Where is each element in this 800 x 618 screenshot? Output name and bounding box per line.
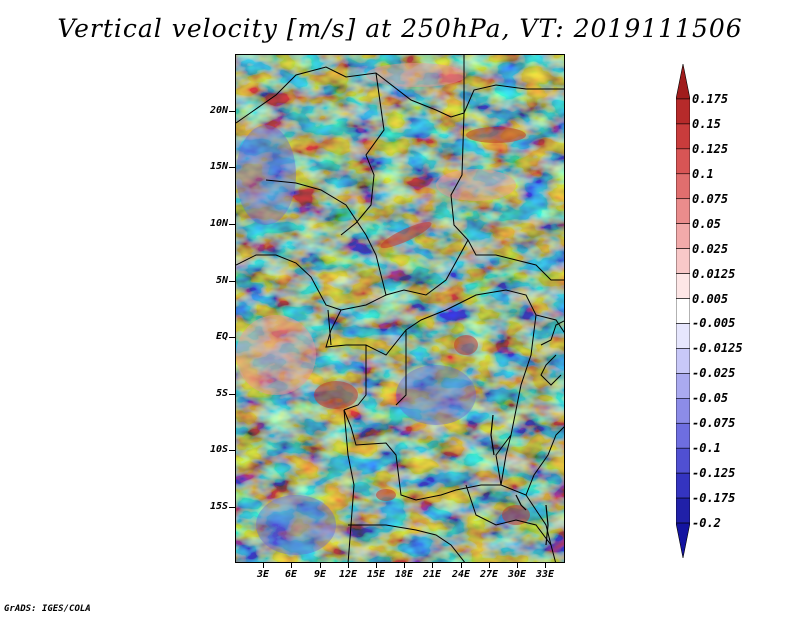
lat-tick	[229, 450, 235, 451]
vertical-velocity-field	[236, 55, 564, 562]
colorbar-label: 0.075	[692, 191, 729, 206]
colorbar	[676, 64, 690, 558]
colorbar-label: 0.125	[692, 141, 729, 156]
colorbar-label: 0.0125	[692, 266, 736, 281]
colorbar-label: -0.05	[692, 391, 729, 406]
colorbar-swatch	[676, 497, 690, 524]
colorbar-swatch	[676, 447, 690, 474]
colorbar-label: -0.2	[692, 516, 721, 531]
lon-label-21e: 21E	[422, 569, 442, 580]
lon-label-12e: 12E	[338, 569, 358, 580]
lat-label-20n: 20N	[209, 105, 228, 116]
colorbar-label: -0.075	[692, 416, 736, 431]
lon-tick	[461, 563, 462, 568]
lat-label-15s: 15S	[209, 501, 228, 512]
colorbar-label: 0.005	[692, 291, 729, 306]
colorbar-label: -0.175	[692, 491, 736, 506]
colorbar-swatch	[676, 123, 690, 150]
lon-tick	[320, 563, 321, 568]
colorbar-swatch	[676, 223, 690, 249]
colorbar-swatch	[676, 398, 690, 424]
colorbar-swatch	[676, 323, 690, 349]
colorbar-swatch	[676, 273, 690, 299]
colorbar-label: -0.005	[692, 316, 736, 331]
colorbar-swatch	[676, 173, 690, 200]
lon-tick	[545, 563, 546, 568]
colorbar-label: 0.1	[692, 166, 714, 181]
lon-label-6e: 6E	[284, 569, 298, 580]
colorbar-swatch	[676, 422, 690, 449]
lon-tick	[291, 563, 292, 568]
lat-tick	[229, 281, 235, 282]
colorbar-label: -0.1	[692, 441, 721, 456]
lat-label-eq: EQ	[215, 331, 228, 342]
lon-tick	[432, 563, 433, 568]
lon-label-24e: 24E	[451, 569, 471, 580]
lat-label-15n: 15N	[209, 161, 228, 172]
lon-tick	[517, 563, 518, 568]
lon-label-18e: 18E	[394, 569, 414, 580]
colorbar-swatch	[676, 98, 690, 125]
lat-tick	[229, 394, 235, 395]
lat-tick	[229, 337, 235, 338]
colorbar-arrow-top	[676, 64, 690, 100]
colorbar-swatch	[676, 373, 690, 399]
lat-tick	[229, 507, 235, 508]
colorbar-swatch	[676, 148, 690, 175]
lon-tick	[489, 563, 490, 568]
colorbar-swatch	[676, 472, 690, 499]
lat-label-10s: 10S	[209, 444, 228, 455]
colorbar-label: 0.025	[692, 241, 729, 256]
colorbar-label: 0.15	[692, 116, 721, 131]
colorbar-arrow-bottom	[676, 522, 690, 558]
lon-label-30e: 30E	[507, 569, 527, 580]
colorbar-label: 0.175	[692, 91, 729, 106]
lat-label-10n: 10N	[209, 218, 228, 229]
lon-label-3e: 3E	[256, 569, 270, 580]
lon-label-27e: 27E	[479, 569, 499, 580]
plot-title: Vertical velocity [m/s] at 250hPa, VT: 2…	[57, 14, 743, 43]
colorbar-label: -0.0125	[692, 341, 743, 356]
lat-tick	[229, 111, 235, 112]
lon-label-9e: 9E	[313, 569, 327, 580]
colorbar-label: -0.025	[692, 366, 736, 381]
lat-label-5n: 5N	[215, 275, 228, 286]
lon-label-15e: 15E	[366, 569, 386, 580]
lon-tick	[376, 563, 377, 568]
lat-tick	[229, 224, 235, 225]
colorbar-label: 0.05	[692, 216, 721, 231]
colorbar-swatch	[676, 298, 690, 324]
lon-tick	[404, 563, 405, 568]
colorbar-swatch	[676, 198, 690, 224]
colorbar-swatch	[676, 248, 690, 274]
lon-tick	[348, 563, 349, 568]
footer-credit: GrADS: IGES/COLA	[4, 604, 91, 614]
lon-tick	[263, 563, 264, 568]
lon-label-33e: 33E	[535, 569, 555, 580]
lat-tick	[229, 167, 235, 168]
colorbar-swatch	[676, 348, 690, 374]
colorbar-label: -0.125	[692, 466, 736, 481]
lat-label-5s: 5S	[215, 388, 228, 399]
map-panel	[235, 54, 565, 563]
